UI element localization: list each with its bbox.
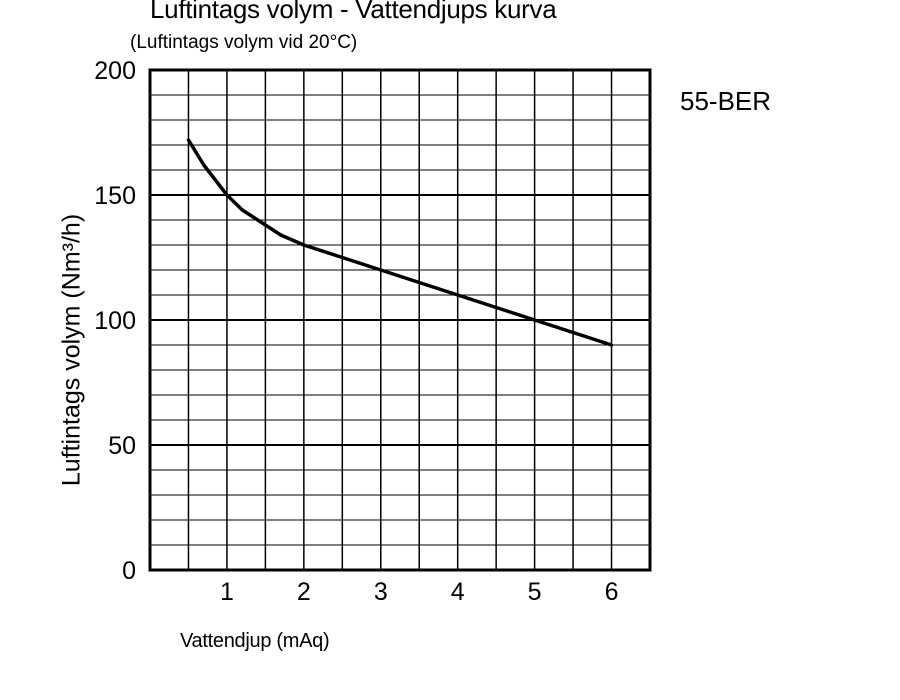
- series: [186, 138, 614, 347]
- x-tick-label: 6: [605, 578, 619, 606]
- y-tick-label: 50: [108, 432, 136, 460]
- x-tick-label: 4: [451, 578, 465, 606]
- series-line: [186, 138, 614, 347]
- y-tick-label: 150: [94, 182, 136, 210]
- x-tick-label: 2: [297, 578, 311, 606]
- grid: [150, 70, 650, 570]
- chart-title: Luftintags volym - Vattendjups kurva: [150, 0, 557, 24]
- y-tick-label: 0: [122, 557, 136, 585]
- x-tick-label: 3: [374, 578, 388, 606]
- x-tick-labels: 1 2 3 4 5 6: [220, 578, 619, 606]
- y-tick-label: 100: [94, 307, 136, 335]
- y-tick-labels: 0 50 100 150 200: [94, 57, 136, 585]
- x-tick-label: 1: [220, 578, 234, 606]
- chart-subtitle: (Luftintags volym vid 20°C): [130, 32, 358, 53]
- y-tick-label: 200: [94, 57, 136, 85]
- x-tick-label: 5: [528, 578, 542, 606]
- model-label: 55-BER: [680, 86, 772, 116]
- plot-frame: [148, 68, 652, 572]
- x-axis-label: Vattendjup (mAq): [180, 630, 330, 652]
- y-axis-label: Luftintags volym (Nm³/h): [57, 213, 86, 487]
